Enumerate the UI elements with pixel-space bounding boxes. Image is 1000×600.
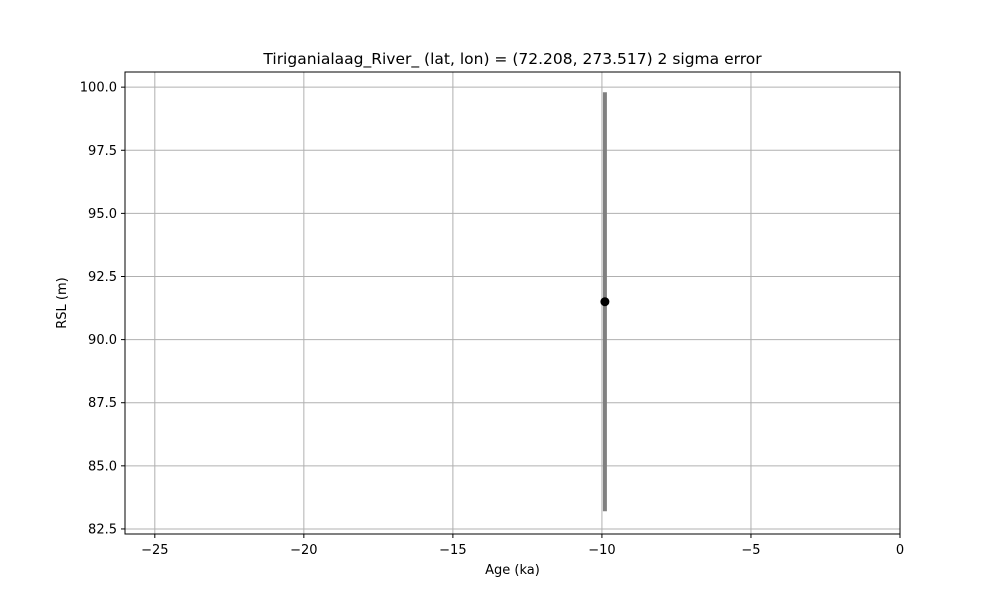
x-tick-label: −5 <box>741 543 760 558</box>
data-point <box>600 297 610 307</box>
y-tick-label: 92.5 <box>88 270 117 285</box>
y-tick-label: 90.0 <box>88 333 117 348</box>
x-tick-label: 0 <box>896 543 904 558</box>
x-tick-label: −20 <box>290 543 317 558</box>
y-tick-label: 87.5 <box>88 396 117 411</box>
y-tick-label: 85.0 <box>88 459 117 474</box>
y-tick-label: 97.5 <box>88 144 117 159</box>
plot-frame <box>124 71 901 535</box>
ticks-layer: −25 −20 −15 −10 −5 0 82.5 85.0 87.5 90.0 92.5 95.0 9… <box>80 81 904 558</box>
x-tick-label: −15 <box>439 543 466 558</box>
grid-layer <box>125 72 901 534</box>
chart-title: Tiriganialaag_River_ (lat, lon) = (72.20… <box>262 50 762 69</box>
y-tick-label: 100.0 <box>80 81 117 96</box>
y-tick-label: 82.5 <box>88 522 117 537</box>
y-axis-label: RSL (m) <box>55 277 70 328</box>
x-tick-label: −10 <box>588 543 615 558</box>
marks-layer <box>600 92 610 512</box>
y-tick-label: 95.0 <box>88 207 117 222</box>
x-axis-label: Age (ka) <box>485 563 540 578</box>
x-tick-label: −25 <box>141 543 168 558</box>
